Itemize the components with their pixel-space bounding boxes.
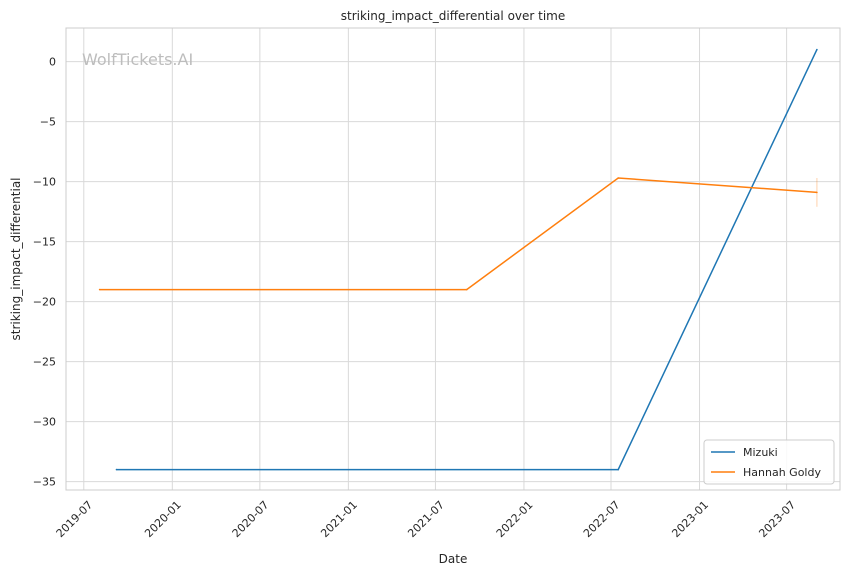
- y-tick-label: −5: [40, 116, 56, 129]
- data-point-hannah-goldy: [816, 191, 818, 194]
- x-tick-label: 2019-07: [54, 498, 96, 540]
- legend: Mizuki Hannah Goldy: [703, 439, 835, 485]
- x-tick-label: 2021-01: [318, 498, 360, 540]
- y-tick-label: −10: [33, 176, 56, 189]
- x-tick-label: 2021-07: [405, 498, 447, 540]
- y-tick-label: −35: [33, 476, 56, 489]
- x-tick-label: 2020-07: [230, 498, 272, 540]
- y-tick-label: −30: [33, 416, 56, 429]
- data-point-mizuki: [617, 468, 620, 471]
- legend-box: [703, 439, 835, 485]
- x-tick-label: 2020-01: [142, 498, 184, 540]
- x-tick-label: 2022-01: [494, 498, 536, 540]
- data-point-hannah-goldy: [98, 288, 101, 291]
- y-tick-label: −20: [33, 296, 56, 309]
- series-layer: [98, 48, 818, 471]
- series-line-mizuki: [116, 49, 818, 471]
- grid: [66, 28, 840, 490]
- x-tick-label: 2023-01: [669, 498, 711, 540]
- x-axis: 2019-07 2020-01 2020-07 2021-01 2021-07 2022-…: [54, 498, 799, 540]
- legend-label-hannah-goldy: Hannah Goldy: [743, 466, 821, 479]
- data-point-hannah-goldy: [465, 288, 468, 291]
- x-tick-label: 2023-07: [756, 498, 798, 540]
- x-axis-label: Date: [439, 552, 468, 566]
- data-point-mizuki: [115, 468, 118, 471]
- chart-title: striking_impact_differential over time: [341, 9, 566, 23]
- y-tick-label: 0: [49, 56, 56, 69]
- y-tick-label: −15: [33, 236, 56, 249]
- y-axis: 0 −5 −10 −15 −20 −25 −30 −35: [33, 56, 56, 489]
- watermark: WolfTickets.AI: [82, 50, 193, 69]
- y-tick-label: −25: [33, 356, 56, 369]
- data-point-mizuki: [816, 48, 818, 51]
- y-axis-label: striking_impact_differential: [9, 177, 23, 340]
- plot-frame: [65, 27, 841, 491]
- data-point-hannah-goldy: [617, 177, 620, 179]
- series-line-hannah-goldy: [99, 177, 817, 291]
- legend-label-mizuki: Mizuki: [743, 446, 778, 459]
- x-tick-label: 2022-07: [581, 498, 623, 540]
